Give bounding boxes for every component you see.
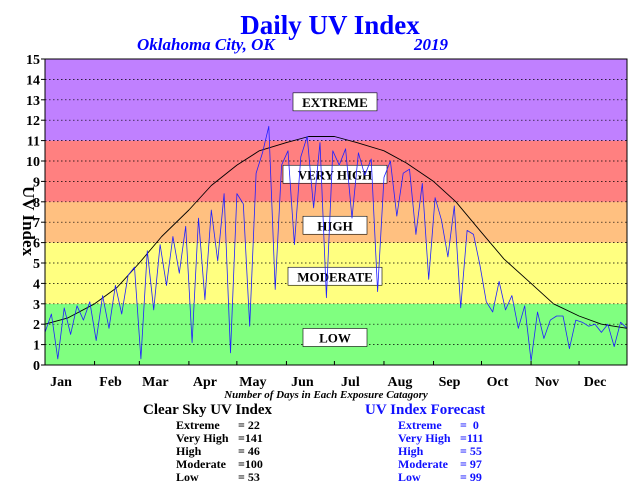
y-tick-label: 13: [26, 94, 40, 109]
stat-label: Moderate: [176, 457, 226, 471]
x-tick-label: Sep: [439, 375, 461, 390]
y-tick-label: 6: [33, 237, 40, 252]
stat-row: Moderate =100: [143, 458, 272, 471]
y-tick-label: 4: [33, 277, 40, 292]
band-label-very-high: VERY HIGH: [298, 167, 373, 182]
x-tick-label: Mar: [142, 375, 168, 390]
band-label-box-moderate: [287, 266, 383, 286]
stat-value: =100: [238, 457, 263, 471]
band-label-box-very-high: [282, 164, 388, 184]
x-tick-label: Jul: [341, 375, 360, 390]
stat-value: = 53: [238, 470, 260, 484]
band-label-box-low: [302, 328, 368, 347]
stat-label: Very High: [176, 431, 229, 445]
y-tick-label: 9: [33, 175, 40, 190]
y-tick-label: 3: [33, 298, 40, 313]
y-tick-label: 11: [27, 135, 40, 150]
stat-label: Low: [176, 470, 199, 484]
stat-value: = 99: [460, 470, 482, 484]
chart-location: Oklahoma City, OK: [137, 35, 276, 54]
x-tick-label: Apr: [193, 375, 217, 390]
y-tick-label: 7: [33, 216, 40, 231]
chart-title: Daily UV Index: [240, 10, 420, 40]
x-tick-label: Jan: [50, 375, 72, 390]
stat-label: High: [176, 444, 202, 458]
y-tick-label: 14: [26, 73, 40, 88]
chart-year: 2019: [413, 35, 449, 54]
stat-label: Low: [398, 470, 421, 484]
x-tick-label: Oct: [487, 375, 509, 390]
stat-label: High: [398, 444, 424, 458]
stat-value: = 46: [238, 444, 260, 458]
stat-label: Extreme: [176, 418, 220, 432]
forecast-stats: UV Index Forecast Extreme = 0 Very High =1…: [365, 402, 485, 484]
band-label-box-extreme: [292, 92, 378, 112]
stat-row: High = 46: [143, 445, 272, 458]
band-label-box-high: [302, 215, 368, 235]
band-label-high: HIGH: [317, 218, 352, 233]
x-tick-label: Feb: [99, 375, 122, 390]
clear-sky-line: [44, 136, 628, 329]
forecast-stats-title: UV Index Forecast: [365, 402, 486, 418]
stat-label: Extreme: [398, 418, 442, 432]
stat-label: Moderate: [398, 457, 448, 471]
plot-frame: [44, 58, 628, 366]
forecast-line: [44, 125, 628, 362]
stat-row: Low = 53: [143, 471, 272, 484]
clear-sky-stats-title: Clear Sky UV Index: [143, 402, 273, 418]
x-tick-label: Dec: [584, 375, 607, 390]
stat-row: Very High =141: [143, 432, 272, 445]
x-tick-label: Aug: [388, 375, 413, 390]
x-tick-label: Jun: [291, 375, 314, 390]
x-axis-label: Number of Days in Each Exposure Catagory: [223, 389, 428, 401]
band-label-extreme: EXTREME: [302, 95, 368, 110]
y-tick-label: 8: [33, 196, 40, 211]
y-tick-label: 15: [26, 53, 40, 68]
band-label-low: LOW: [319, 330, 351, 345]
x-tick-label: May: [239, 375, 266, 390]
x-tick-label: Nov: [535, 375, 559, 390]
y-tick-label: 2: [33, 318, 40, 333]
stat-value: = 97: [460, 457, 482, 471]
y-axis-label: UV Index: [19, 186, 38, 257]
stat-value: = 55: [460, 444, 482, 458]
stat-row: High = 55: [365, 445, 485, 458]
stat-value: = 22: [238, 418, 260, 432]
stat-row: Extreme = 22: [143, 419, 272, 432]
stat-row: Very High =111: [365, 432, 485, 445]
y-tick-label: 12: [26, 114, 40, 129]
stat-label: Very High: [398, 431, 451, 445]
y-tick-label: 1: [33, 339, 40, 354]
stat-row: Extreme = 0: [365, 419, 485, 432]
band-label-moderate: MODERATE: [297, 269, 373, 284]
stat-row: Low = 99: [365, 471, 485, 484]
stat-value: =111: [460, 431, 484, 445]
clear-sky-stats: Clear Sky UV Index Extreme = 22 Very High…: [143, 402, 272, 484]
stat-value: =141: [238, 431, 263, 445]
y-tick-label: 0: [33, 359, 40, 374]
y-tick-label: 5: [33, 257, 40, 272]
stat-row: Moderate = 97: [365, 458, 485, 471]
stat-value: = 0: [460, 418, 479, 432]
y-tick-label: 10: [26, 155, 40, 170]
